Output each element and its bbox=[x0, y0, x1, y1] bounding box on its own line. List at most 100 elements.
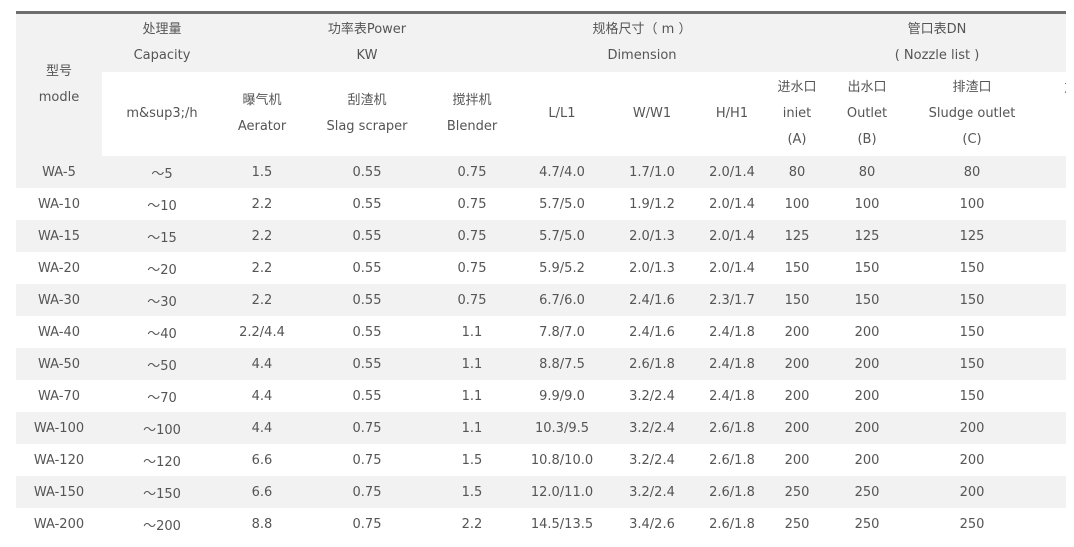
cell-length: 14.5/13.5 bbox=[530, 516, 594, 532]
cell-capacity: ～120 bbox=[143, 454, 181, 470]
cell-model: WA-15 bbox=[38, 228, 80, 244]
header-capacity-cn: 处理量 bbox=[142, 22, 182, 37]
cell-capacity: ～200 bbox=[143, 518, 181, 534]
header-nozzle: 管口表DN ( Nozzle list ) bbox=[772, 14, 1066, 72]
cell-blender: 0.75 bbox=[457, 164, 487, 180]
cell-model: WA-30 bbox=[38, 292, 80, 308]
cell-aerator: 2.2 bbox=[251, 260, 273, 276]
header-extra-clipped: 放 V bbox=[1046, 72, 1066, 156]
header-sludge-en: Sludge outlet bbox=[928, 106, 1016, 121]
cell-model: WA-70 bbox=[38, 388, 80, 404]
cell-inlet: 200 bbox=[784, 356, 810, 372]
cell-sludge-outlet: 100 bbox=[959, 196, 985, 212]
cell-height: 2.0/1.4 bbox=[709, 164, 755, 180]
header-nozzle-en: ( Nozzle list ) bbox=[894, 48, 980, 63]
cell-extra-clipped bbox=[1032, 316, 1066, 348]
header-model-en: modle bbox=[38, 90, 80, 105]
table-row: WA-15 ～15 2.2 0.55 0.75 5.7/5.0 2.0/1.3 2.0/1.4… bbox=[16, 220, 1066, 252]
cell-height: 2.6/1.8 bbox=[709, 452, 755, 468]
cell-capacity: ～40 bbox=[147, 326, 177, 342]
cell-length: 10.8/10.0 bbox=[530, 452, 594, 468]
header-capacity-en: Capacity bbox=[133, 48, 191, 63]
cell-width: 3.2/2.4 bbox=[629, 452, 675, 468]
cell-slag-scraper: 0.55 bbox=[352, 196, 382, 212]
cell-outlet: 200 bbox=[854, 388, 880, 404]
header-outlet: 出水口 Outlet (B) bbox=[822, 72, 912, 156]
header-aerator-en: Aerator bbox=[237, 119, 287, 134]
header-blender-cn: 搅拌机 bbox=[452, 93, 492, 108]
cell-inlet: 250 bbox=[784, 484, 810, 500]
cell-model: WA-150 bbox=[33, 484, 85, 500]
cell-blender: 2.2 bbox=[461, 516, 483, 532]
header-height: H/H1 bbox=[692, 72, 772, 156]
cell-model: WA-40 bbox=[38, 324, 80, 340]
cell-height: 2.0/1.4 bbox=[709, 196, 755, 212]
header-outlet-en: Outlet bbox=[846, 106, 888, 121]
cell-aerator: 6.6 bbox=[251, 452, 273, 468]
cell-inlet: 150 bbox=[784, 260, 810, 276]
header-nozzle-cn: 管口表DN bbox=[907, 22, 967, 37]
cell-slag-scraper: 0.75 bbox=[352, 516, 382, 532]
header-power: 功率表Power KW bbox=[222, 14, 512, 72]
cell-height: 2.3/1.7 bbox=[709, 292, 755, 308]
cell-width: 3.2/2.4 bbox=[629, 388, 675, 404]
width-label: W/W1 bbox=[632, 106, 672, 121]
header-inlet-cn: 进水口 bbox=[777, 80, 817, 95]
cell-height: 2.0/1.4 bbox=[709, 228, 755, 244]
cell-inlet: 250 bbox=[784, 516, 810, 532]
cell-sludge-outlet: 150 bbox=[959, 324, 985, 340]
cell-model: WA-120 bbox=[33, 452, 85, 468]
cell-height: 2.4/1.8 bbox=[709, 324, 755, 340]
cell-height: 2.4/1.8 bbox=[709, 356, 755, 372]
cell-sludge-outlet: 250 bbox=[959, 516, 985, 532]
cell-extra-clipped bbox=[1032, 252, 1066, 284]
cell-outlet: 250 bbox=[854, 516, 880, 532]
cell-inlet: 100 bbox=[784, 196, 810, 212]
header-dimension-en: Dimension bbox=[607, 48, 677, 63]
header-length: L/L1 bbox=[512, 72, 612, 156]
cell-length: 12.0/11.0 bbox=[530, 484, 594, 500]
cell-model: WA-5 bbox=[42, 164, 76, 180]
header-outlet-code: (B) bbox=[857, 132, 877, 147]
cell-aerator: 8.8 bbox=[251, 516, 273, 532]
cell-aerator: 2.2 bbox=[251, 196, 273, 212]
cell-extra-clipped bbox=[1032, 284, 1066, 316]
cell-model: WA-200 bbox=[33, 516, 85, 532]
cell-blender: 1.1 bbox=[461, 324, 483, 340]
cell-blender: 0.75 bbox=[457, 228, 487, 244]
cell-width: 2.0/1.3 bbox=[629, 260, 675, 276]
cell-extra-clipped bbox=[1032, 380, 1066, 412]
header-inlet-en: iniet bbox=[782, 106, 812, 121]
cell-blender: 0.75 bbox=[457, 292, 487, 308]
cell-model: WA-100 bbox=[33, 420, 85, 436]
header-inlet-code: (A) bbox=[787, 132, 807, 147]
header-slag-cn: 刮渣机 bbox=[347, 93, 387, 108]
cell-slag-scraper: 0.75 bbox=[352, 452, 382, 468]
cell-inlet: 200 bbox=[784, 420, 810, 436]
header-band-top bbox=[16, 14, 1066, 72]
cell-extra-clipped bbox=[1032, 348, 1066, 380]
cell-length: 5.7/5.0 bbox=[539, 196, 585, 212]
cell-extra-clipped bbox=[1032, 444, 1066, 476]
table-row: WA-100 ～100 4.4 0.75 1.1 10.3/9.5 3.2/2.4 2.6/1… bbox=[16, 412, 1066, 444]
cell-length: 5.9/5.2 bbox=[539, 260, 585, 276]
cell-inlet: 200 bbox=[784, 324, 810, 340]
cell-height: 2.6/1.8 bbox=[709, 420, 755, 436]
cell-blender: 1.1 bbox=[461, 356, 483, 372]
cell-width: 2.4/1.6 bbox=[629, 292, 675, 308]
table-top-rule bbox=[16, 11, 1066, 14]
header-extra-cn: 放 bbox=[1064, 76, 1066, 102]
header-model: 型号 modle bbox=[16, 14, 102, 156]
header-outlet-cn: 出水口 bbox=[847, 80, 887, 95]
cell-sludge-outlet: 200 bbox=[959, 484, 985, 500]
cell-height: 2.6/1.8 bbox=[709, 484, 755, 500]
cell-width: 1.7/1.0 bbox=[629, 164, 675, 180]
cell-width: 2.4/1.6 bbox=[629, 324, 675, 340]
header-inlet: 进水口 iniet (A) bbox=[772, 72, 822, 156]
cell-aerator: 4.4 bbox=[251, 388, 273, 404]
cell-model: WA-50 bbox=[38, 356, 80, 372]
cell-aerator: 2.2 bbox=[251, 292, 273, 308]
table-row: WA-150 ～150 6.6 0.75 1.5 12.0/11.0 3.2/2.4 2.6/… bbox=[16, 476, 1066, 508]
header-model-cn: 型号 bbox=[45, 64, 72, 79]
cell-model: WA-10 bbox=[38, 196, 80, 212]
